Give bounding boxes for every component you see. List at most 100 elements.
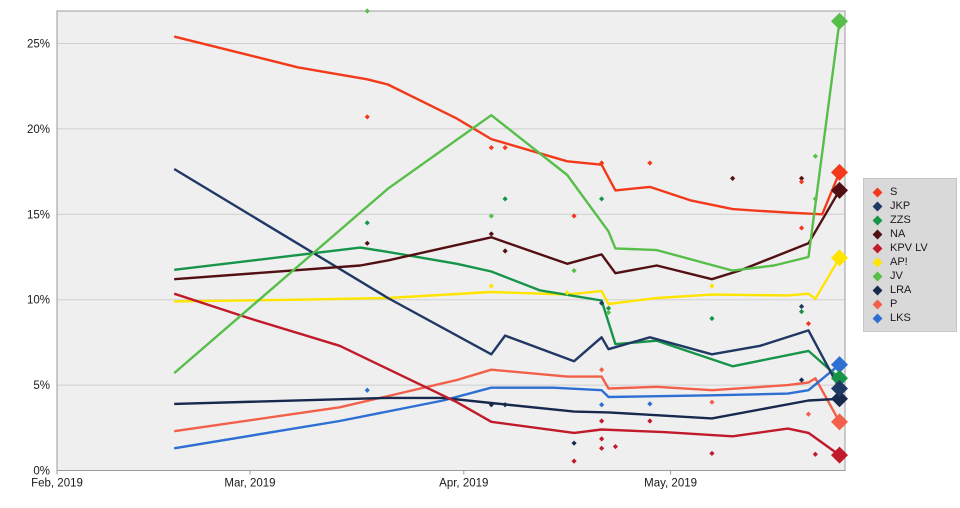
poll-point-JKP xyxy=(599,300,605,306)
legend-item-ap!: AP! xyxy=(870,255,948,269)
trend-line-S xyxy=(173,35,841,216)
legend-item-zzs: ZZS xyxy=(870,213,948,227)
poll-point-LRA xyxy=(502,402,508,408)
poll-point-JV xyxy=(605,309,612,316)
legend-label: LRA xyxy=(890,284,912,296)
poll-point-ZZS xyxy=(798,309,805,315)
poll-point-S xyxy=(502,145,508,151)
poll-point-ZZS xyxy=(605,305,612,311)
trend-line-LRA xyxy=(174,396,840,420)
poll-point-KPV LV xyxy=(599,436,605,442)
plot-border xyxy=(56,10,846,471)
poll-point-S xyxy=(364,114,370,120)
legend-item-jkp: JKP xyxy=(870,199,948,213)
poll-point-AP! xyxy=(709,283,715,289)
poll-point-P xyxy=(805,411,812,417)
poll-point-ZZS xyxy=(599,196,605,202)
trend-line-ZZS xyxy=(174,246,841,380)
legend-label: ZZS xyxy=(890,214,911,226)
poll-point-JV xyxy=(571,268,577,274)
legend-swatch-icon xyxy=(872,299,883,309)
result-diamonds xyxy=(830,12,848,464)
poll-point-KPV LV xyxy=(599,418,605,424)
poll-points xyxy=(364,8,818,464)
poll-point-KPV LV xyxy=(709,450,715,457)
poll-point-NA xyxy=(488,231,494,237)
x-axis-tick-label: Feb, 2019 xyxy=(31,478,83,490)
legend-item-jv: JV xyxy=(870,269,948,283)
poll-point-JV xyxy=(364,8,370,14)
trend-line-LKS xyxy=(174,363,841,450)
poll-point-NA xyxy=(364,240,370,246)
trend-line-KPV LV xyxy=(173,292,841,457)
y-axis-tick-label: 5% xyxy=(33,380,50,392)
result-diamond-JKP xyxy=(830,380,848,398)
legend-item-lra: LRA xyxy=(870,283,948,297)
legend-swatch-icon xyxy=(872,215,883,225)
trend-line-JV xyxy=(173,21,841,375)
poll-point-JV xyxy=(488,213,494,219)
poll-point-KPV LV xyxy=(647,418,653,424)
y-axis-tick-label: 10% xyxy=(27,295,50,307)
legend-label: S xyxy=(890,186,898,198)
result-diamond-LRA xyxy=(830,390,848,408)
legend-label: LKS xyxy=(890,312,911,324)
result-diamond-ZZS xyxy=(830,369,848,387)
plot-area xyxy=(57,11,845,471)
legend-label: JKP xyxy=(890,200,911,212)
poll-point-LRA xyxy=(488,402,494,408)
poll-point-S xyxy=(798,179,805,185)
result-diamond-P xyxy=(830,413,848,431)
legend-swatch-icon xyxy=(872,187,883,197)
poll-point-LKS xyxy=(599,402,605,408)
poll-point-LKS xyxy=(364,387,370,393)
legend-label: KPV LV xyxy=(890,242,928,254)
legend-label: P xyxy=(890,298,898,310)
legend-label: AP! xyxy=(890,256,908,268)
legend-label: NA xyxy=(890,228,906,240)
poll-point-JV xyxy=(812,153,818,159)
poll-point-NA xyxy=(730,175,736,182)
x-axis-tick-label: Apr, 2019 xyxy=(439,478,488,490)
legend-swatch-icon xyxy=(872,229,883,239)
poll-point-NA xyxy=(798,175,805,182)
poll-point-ZZS xyxy=(502,196,508,202)
poll-point-ZZS xyxy=(709,315,715,322)
y-axis-tick-label: 0% xyxy=(33,466,50,478)
legend-item-s: S xyxy=(870,185,948,199)
poll-point-S xyxy=(805,320,812,327)
legend-label: JV xyxy=(890,270,903,282)
poll-point-S xyxy=(798,225,805,231)
poll-point-LRA xyxy=(798,377,805,383)
legend-item-kpv-lv: KPV LV xyxy=(870,241,948,255)
poll-point-KPV LV xyxy=(599,445,605,451)
poll-point-KPV LV xyxy=(571,458,577,464)
poll-point-LRA xyxy=(571,440,577,446)
poll-point-JV xyxy=(812,196,818,202)
x-axis-tick-label: May, 2019 xyxy=(644,478,697,490)
legend-item-na: NA xyxy=(870,227,948,241)
poll-point-LKS xyxy=(647,401,653,407)
legend: S JKP ZZS NA KPV LV AP! JV LRA P LKS xyxy=(863,178,957,332)
poll-point-KPV LV xyxy=(812,451,818,457)
legend-swatch-icon xyxy=(872,201,883,211)
legend-swatch-icon xyxy=(872,271,883,281)
result-diamond-S xyxy=(830,163,848,181)
poll-point-S xyxy=(647,160,653,166)
poll-point-P xyxy=(599,367,605,373)
poll-point-ZZS xyxy=(364,220,370,226)
legend-swatch-icon xyxy=(872,285,883,295)
result-diamond-JV xyxy=(830,12,848,30)
poll-point-S xyxy=(571,213,577,219)
trend-line-P xyxy=(174,368,841,433)
poll-point-KPV LV xyxy=(612,443,619,450)
poll-point-AP! xyxy=(488,283,494,289)
poll-point-AP! xyxy=(564,290,570,296)
legend-swatch-icon xyxy=(872,243,883,253)
result-diamond-NA xyxy=(830,181,848,199)
poll-point-NA xyxy=(502,248,508,254)
poll-point-JKP xyxy=(798,303,805,310)
y-axis-tick-label: 25% xyxy=(27,39,50,51)
